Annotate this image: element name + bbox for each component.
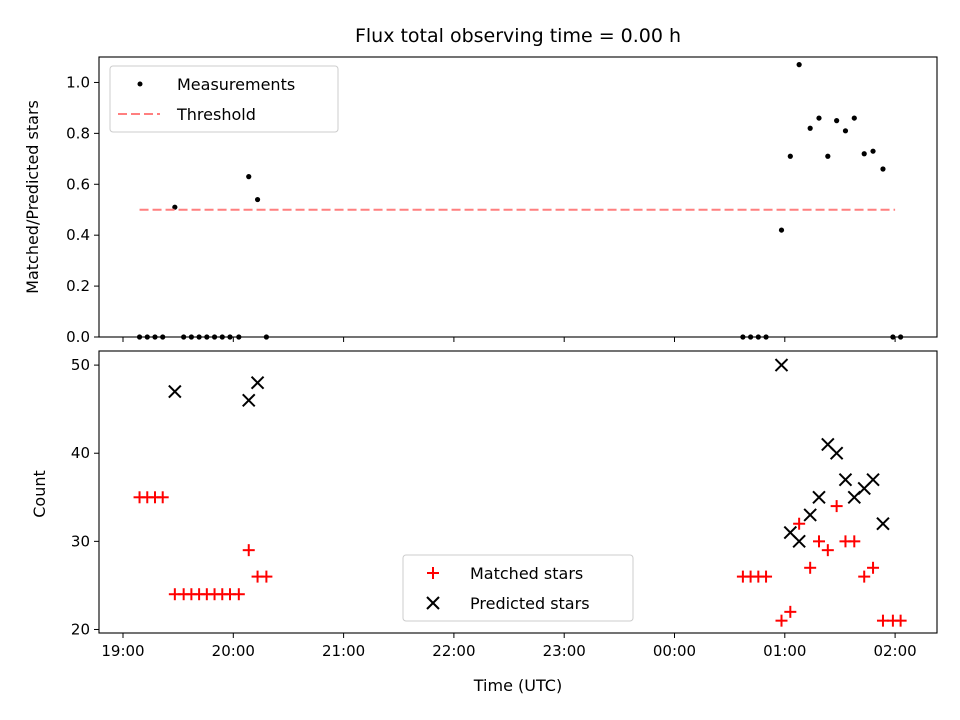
bottom-legend: Matched stars Predicted stars [402, 554, 634, 622]
matched-star-point [848, 535, 861, 548]
matched-stars-legend-marker [427, 567, 439, 579]
x-axis-label: Time (UTC) [473, 676, 562, 695]
predicted-star-point [866, 472, 880, 487]
x-tick-label: 01:00 [763, 642, 806, 660]
bottom-y-axis-label: Count [30, 470, 49, 518]
bottom-y-tick-label: 40 [71, 444, 90, 462]
predicted-star-point [774, 358, 789, 372]
matched-star-point [830, 500, 843, 513]
top-y-axis-label: Matched/Predicted stars [23, 100, 42, 294]
bottom-legend-box [402, 554, 634, 622]
measurement-point [861, 151, 867, 157]
matched-star-point [812, 535, 825, 548]
top-legend-box [109, 65, 339, 133]
measurement-point [778, 227, 785, 233]
top-plot-area: 0.0 0.2 0.4 0.6 0.8 1.0 [66, 62, 904, 346]
x-tick-label: 19:00 [101, 642, 144, 660]
top-y-tick-label: 0.6 [66, 175, 90, 193]
x-tick-label: 23:00 [543, 642, 586, 660]
chart-title: Flux total observing time = 0.00 h [355, 25, 681, 47]
matched-star-point [242, 544, 255, 557]
x-tick-label: 00:00 [653, 642, 696, 660]
top-axes-frame [98, 56, 938, 338]
predicted-star-point [168, 384, 182, 399]
x-tick-label: 02:00 [873, 642, 916, 660]
measurement-point [807, 125, 813, 131]
matched-star-point [260, 570, 273, 583]
measurements-legend-marker [137, 81, 143, 87]
measurement-point [842, 128, 849, 134]
x-tick-label: 21:00 [322, 642, 365, 660]
measurement-point [796, 62, 802, 68]
matched-star-point [232, 588, 245, 601]
measurement-point [825, 153, 831, 159]
x-tick-label: 20:00 [212, 642, 255, 660]
matched-star-point [821, 544, 834, 557]
matched-star-point [867, 561, 880, 574]
x-tick-label: 22:00 [432, 642, 475, 660]
predicted-stars-legend-marker [426, 596, 440, 610]
bottom-axes-frame [98, 350, 938, 634]
top-y-tick-label: 1.0 [66, 73, 90, 91]
measurement-point [870, 148, 876, 154]
top-y-tick-label: 0.8 [66, 124, 90, 142]
matched-star-point [156, 491, 169, 504]
measurement-point [851, 115, 857, 121]
measurements-legend-label: Measurements [177, 75, 295, 94]
matched-star-point [793, 517, 806, 530]
matched-star-point [804, 561, 817, 574]
predicted-star-point [803, 508, 817, 522]
measurement-point [880, 166, 886, 172]
top-y-tick-label: 0.4 [66, 226, 90, 244]
matched-star-point [760, 570, 773, 583]
measurement-point [834, 118, 840, 124]
matched-star-point [894, 614, 907, 627]
matched-star-point [858, 570, 871, 583]
matched-stars-legend-label: Matched stars [470, 564, 583, 583]
matched-star-point [775, 614, 788, 627]
matched-star-point [784, 605, 797, 618]
predicted-star-point [829, 446, 844, 460]
bottom-y-tick-label: 30 [71, 532, 90, 550]
top-legend: Measurements Threshold [109, 65, 339, 133]
top-y-tick-label: 0.0 [66, 328, 90, 346]
predicted-star-point [812, 490, 826, 504]
measurement-point [172, 204, 178, 210]
measurement-point [254, 196, 261, 203]
bottom-y-tick-label: 50 [71, 356, 90, 374]
measurement-point [246, 174, 252, 180]
predicted-star-point [792, 534, 806, 549]
top-y-tick-label: 0.2 [66, 277, 90, 295]
threshold-legend-label: Threshold [176, 105, 256, 124]
measurement-point [787, 153, 793, 159]
predicted-star-point [242, 393, 256, 408]
bottom-plot-area: 20 30 40 50 19:00 20:00 21:00 22:00 23:00 00:00 01… [71, 356, 917, 660]
bottom-y-tick-label: 20 [71, 620, 90, 638]
predicted-star-point [876, 517, 890, 531]
predicted-star-point [250, 376, 265, 390]
measurement-point [816, 115, 822, 121]
predicted-star-point [838, 472, 853, 487]
predicted-stars-legend-label: Predicted stars [470, 594, 590, 613]
